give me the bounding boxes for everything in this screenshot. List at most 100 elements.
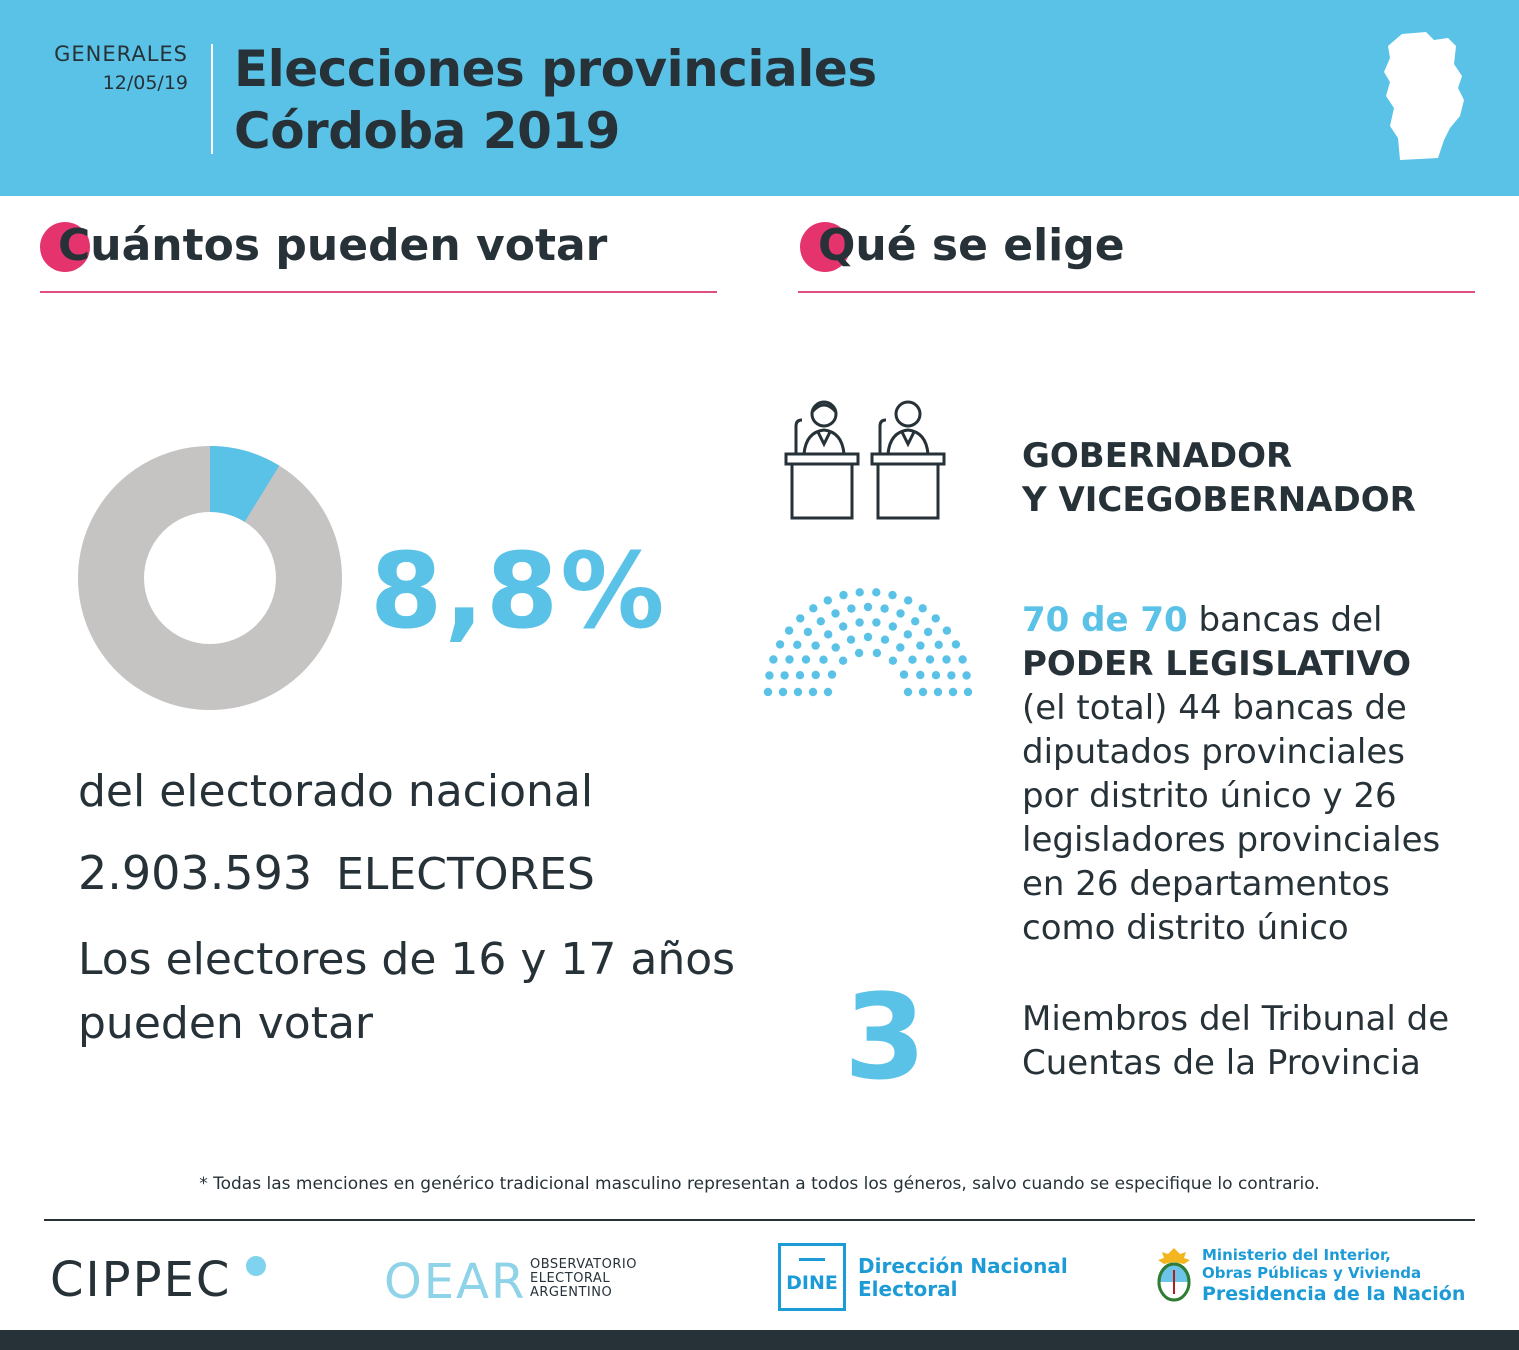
seat-dot	[963, 687, 973, 697]
section-heading-elected: Qué se elige	[800, 220, 1480, 282]
heading-elected-text: Qué se elige	[818, 220, 1125, 271]
seat-dot	[908, 655, 917, 664]
legislative-suffix: bancas del	[1187, 600, 1383, 640]
electorate-subtitle: del electorado nacional	[78, 766, 594, 817]
seat-dot	[903, 687, 913, 697]
seat-dot	[803, 627, 813, 637]
seat-dot	[765, 671, 774, 680]
governor-line-1: GOBERNADOR	[1022, 436, 1293, 476]
title-line-1: Elecciones provinciales	[234, 40, 877, 98]
ministry-name: Ministerio del Interior, Obras Públicas …	[1202, 1246, 1421, 1282]
header-banner: GENERALES 12/05/19 Elecciones provincial…	[0, 0, 1519, 196]
seat-dot	[880, 604, 889, 613]
electors-label: ELECTORES	[336, 849, 595, 900]
heading-dot	[40, 222, 90, 272]
ministry-line-1: Ministerio del Interior,	[1202, 1246, 1391, 1264]
national-coat-of-arms-icon	[1157, 1248, 1191, 1302]
tribunal-count: 3	[844, 968, 927, 1106]
dine-name-line-2: Electoral	[858, 1277, 958, 1301]
seat-dot	[863, 632, 873, 642]
legislative-count: 70 de 70	[1022, 600, 1188, 640]
podium-candidates-icon	[784, 400, 946, 520]
seat-dot	[785, 655, 794, 664]
legislative-line-2: PODER LEGISLATIVO	[1022, 644, 1412, 684]
legislative-line-5: por distrito único y 26	[1022, 776, 1397, 816]
oear-logo: OEAR	[384, 1254, 527, 1310]
electors-row: 2.903.593 ELECTORES	[78, 846, 595, 900]
governor-line-2: Y VICEGOBERNADOR	[1022, 480, 1416, 520]
header-divider	[211, 44, 213, 154]
seat-dot	[951, 640, 961, 649]
seat-dot	[827, 670, 837, 679]
dine-name-line-1: Dirección Nacional	[858, 1254, 1068, 1278]
seat-dot	[934, 640, 943, 649]
seat-dot	[916, 670, 925, 680]
seat-dot	[801, 655, 811, 664]
legislative-line-7: en 26 departamentos	[1022, 864, 1390, 904]
seat-dot	[796, 614, 805, 623]
title-line-2: Córdoba 2019	[234, 102, 620, 160]
seat-dot	[808, 687, 818, 697]
footer-divider	[44, 1219, 1475, 1221]
seat-dot	[916, 641, 925, 650]
seat-dot	[888, 590, 897, 600]
seat-dot	[872, 648, 882, 658]
seat-dot	[925, 655, 935, 664]
dine-name: Dirección Nacional Electoral	[858, 1255, 1068, 1301]
seat-dot	[838, 656, 848, 665]
electorate-donut-chart	[78, 446, 342, 710]
seat-dot	[872, 588, 881, 597]
seat-dot	[811, 670, 820, 680]
oear-sub-line-3: ARGENTINO	[530, 1285, 613, 1300]
youth-vote-line-1: Los electores de 16 y 17 años	[78, 934, 736, 985]
bottom-bar	[0, 1330, 1519, 1350]
legislature-seats-icon	[763, 588, 973, 697]
seat-dot	[846, 635, 856, 644]
cippec-logo-dot-icon	[246, 1256, 266, 1276]
cippec-logo: CIPPEC	[50, 1252, 232, 1308]
seat-dot	[931, 671, 941, 680]
section-heading-voters: Cuántos pueden votar	[40, 220, 720, 282]
legislative-line-6: legisladores provinciales	[1022, 820, 1441, 860]
seat-dot	[778, 687, 788, 697]
legislative-line-3: (el total) 44 bancas de	[1022, 688, 1407, 728]
gender-disclaimer-note: * Todas las menciones en genérico tradic…	[199, 1174, 1320, 1194]
seat-dot	[942, 626, 952, 635]
seat-dot	[962, 671, 971, 680]
seat-dot	[769, 655, 778, 664]
seat-dot	[854, 648, 864, 658]
legislative-line-8: como distrito único	[1022, 908, 1349, 948]
seat-dot	[795, 671, 805, 680]
legislative-line-1: 70 de 70 bancas del	[1022, 598, 1382, 642]
tribunal-line-1: Miembros del Tribunal de	[1022, 999, 1450, 1039]
electorate-percentage: 8,8%	[370, 530, 667, 652]
seat-dot	[888, 622, 897, 631]
youth-vote-line-2: pueden votar	[78, 998, 374, 1049]
ministry-line-2: Obras Públicas y Vivienda	[1202, 1264, 1422, 1282]
seat-dot	[942, 655, 951, 664]
cordoba-province-map-icon	[1384, 32, 1464, 160]
seat-dot	[793, 640, 802, 649]
seat-dot	[872, 618, 881, 627]
seat-dot	[847, 604, 856, 613]
heading-underline-right	[798, 291, 1475, 293]
seat-dot	[918, 687, 928, 697]
dine-logo-text: DINE	[786, 1272, 838, 1294]
seat-dot	[923, 627, 933, 637]
seat-dot	[823, 596, 832, 605]
seat-dot	[811, 641, 820, 650]
seat-dot	[903, 630, 912, 639]
seat-dot	[948, 687, 958, 697]
seat-dot	[780, 671, 789, 680]
seat-dot	[918, 604, 927, 613]
seat-dot	[824, 630, 833, 639]
seat-dot	[911, 617, 920, 626]
dine-logo: DINE	[778, 1243, 846, 1311]
donut-slice-cordoba	[210, 446, 280, 522]
heading-underline-left	[40, 291, 717, 293]
seat-dot	[816, 617, 825, 626]
seat-dot	[880, 635, 890, 644]
election-type: GENERALES	[54, 42, 188, 66]
seat-dot	[855, 588, 864, 597]
seat-dot	[899, 670, 909, 679]
